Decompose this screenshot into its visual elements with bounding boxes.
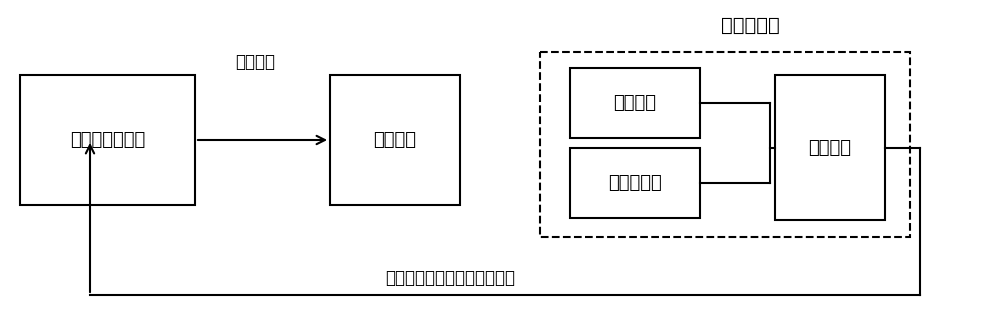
Text: 次级声源: 次级声源: [374, 131, 416, 149]
Text: 次级信号: 次级信号: [235, 53, 275, 71]
Bar: [20, 75, 195, 205]
Text: 主传声器: 主传声器: [614, 94, 656, 112]
Bar: [570, 68, 700, 138]
Text: 误差传声器: 误差传声器: [721, 15, 779, 34]
Text: 参考传声器: 参考传声器: [608, 174, 662, 192]
Text: 有源噪声控制器: 有源噪声控制器: [70, 131, 145, 149]
Bar: [570, 148, 700, 218]
Text: 微处理器: 微处理器: [808, 138, 852, 157]
Bar: [775, 75, 885, 220]
Bar: [540, 52, 910, 237]
Text: 初级噪声信号及故障检测结果: 初级噪声信号及故障检测结果: [385, 269, 515, 287]
Bar: [330, 75, 460, 205]
